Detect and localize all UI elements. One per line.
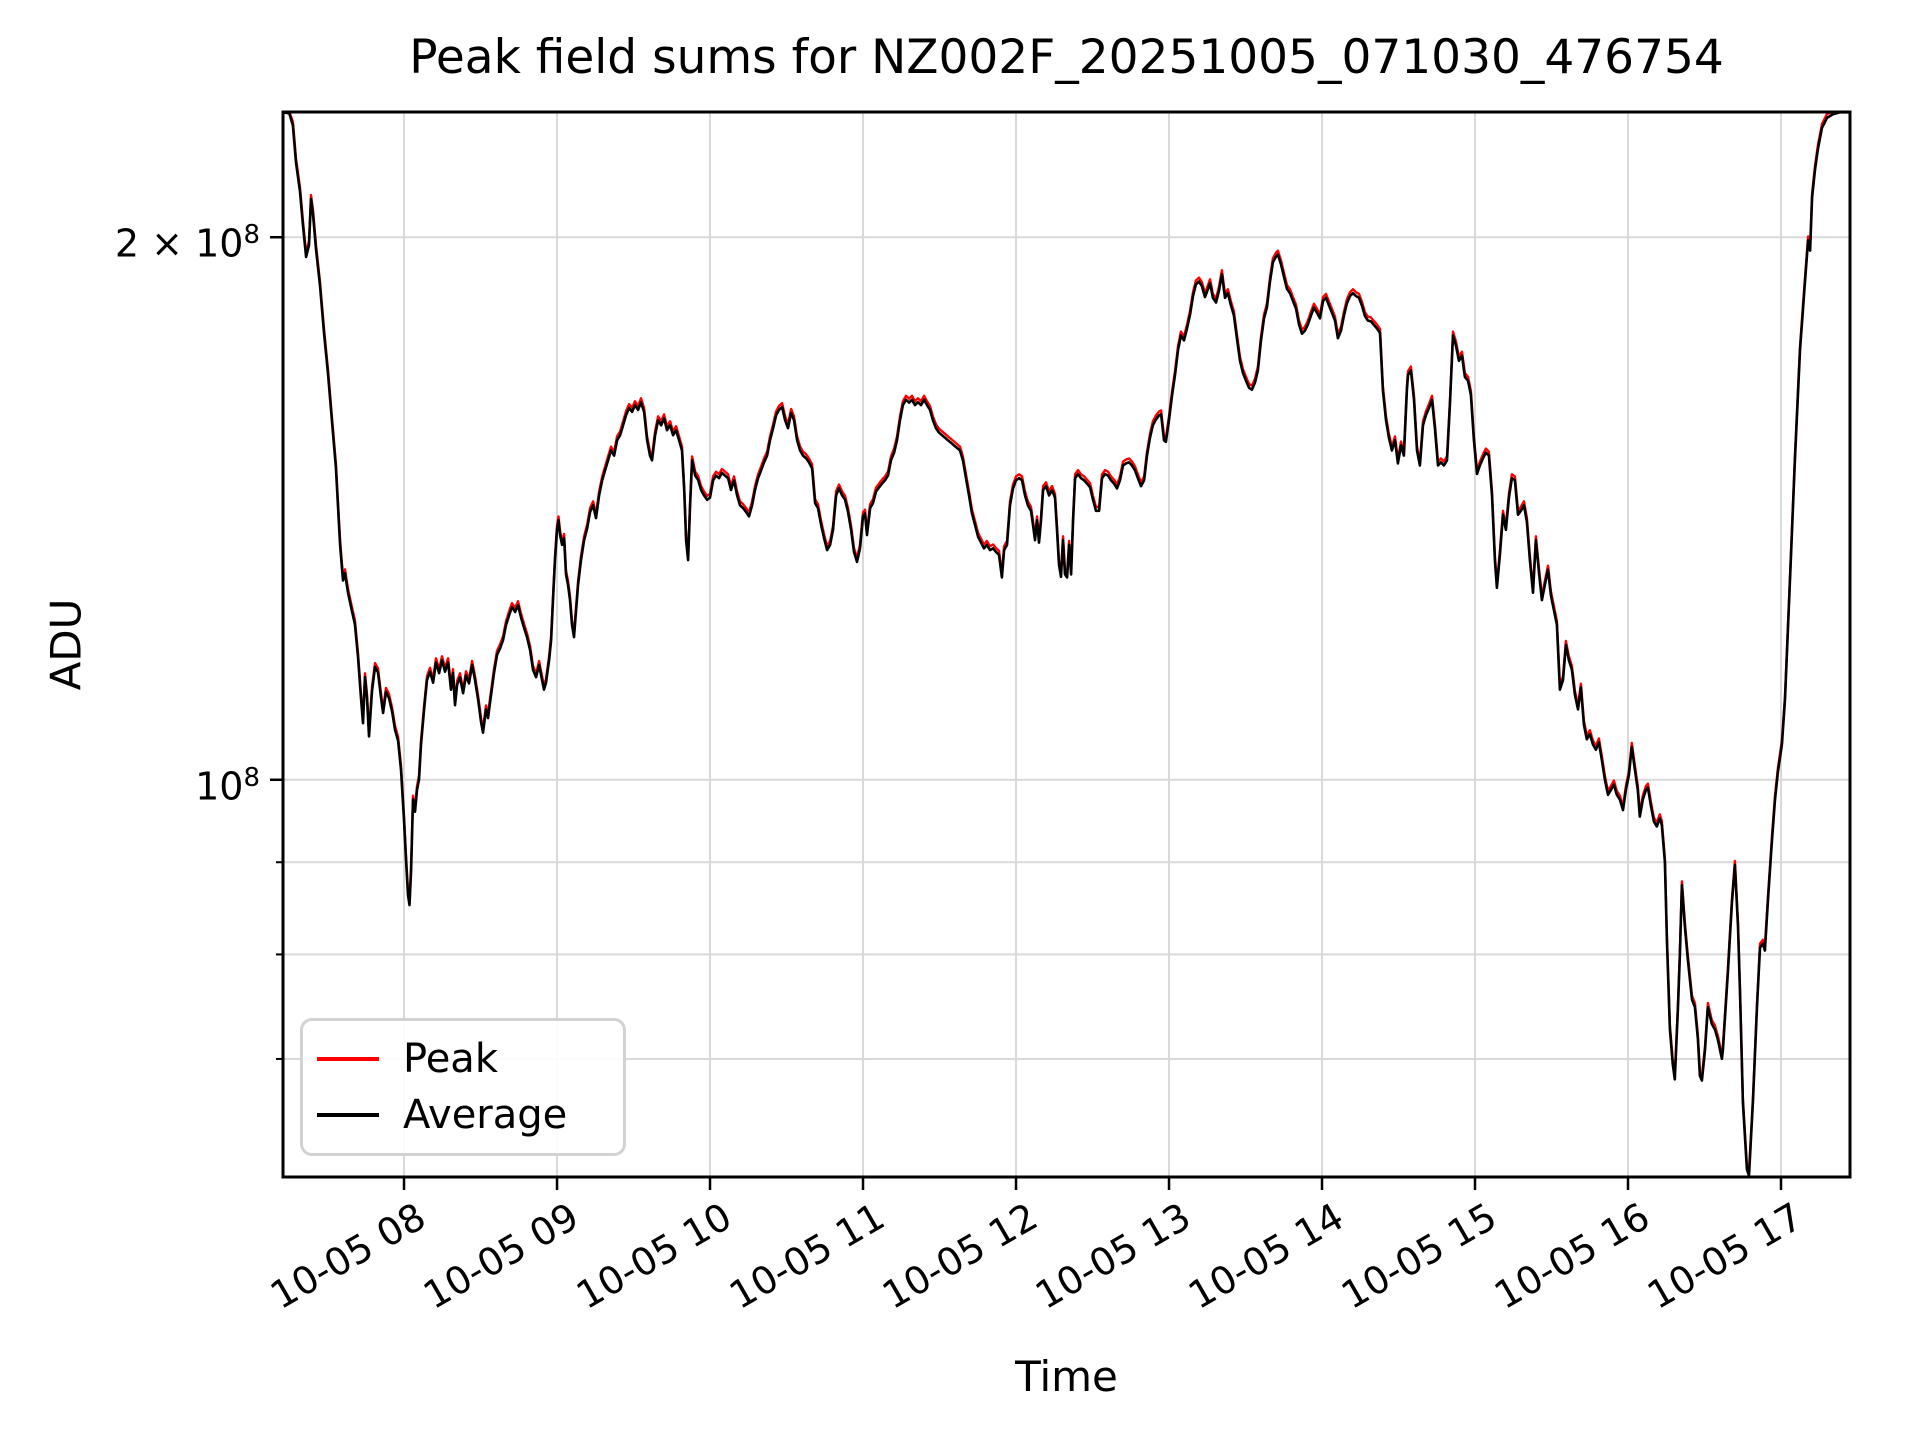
y-axis-label: ADU xyxy=(41,598,91,691)
y-tick-label: 108 xyxy=(195,762,260,809)
average-line-swatch xyxy=(317,1113,379,1117)
x-axis-label: Time xyxy=(1015,1352,1118,1401)
tick-marks xyxy=(270,235,1783,1190)
y-tick-label: 2 × 108 xyxy=(114,220,260,266)
average-series-line xyxy=(283,112,1850,1177)
legend-entry-peak: Peak xyxy=(303,1037,623,1081)
legend-label-peak: Peak xyxy=(403,1036,498,1082)
axes-spines xyxy=(281,110,1852,1179)
legend-entry-average: Average xyxy=(303,1093,623,1137)
chart-title: Peak field sums for NZ002F_20251005_0710… xyxy=(409,30,1724,85)
gridlines xyxy=(283,112,1850,1177)
peak-series-line xyxy=(283,112,1850,1174)
legend-label-average: Average xyxy=(403,1092,568,1138)
peak-line-swatch xyxy=(317,1057,379,1061)
legend: Peak Average xyxy=(300,1018,626,1156)
